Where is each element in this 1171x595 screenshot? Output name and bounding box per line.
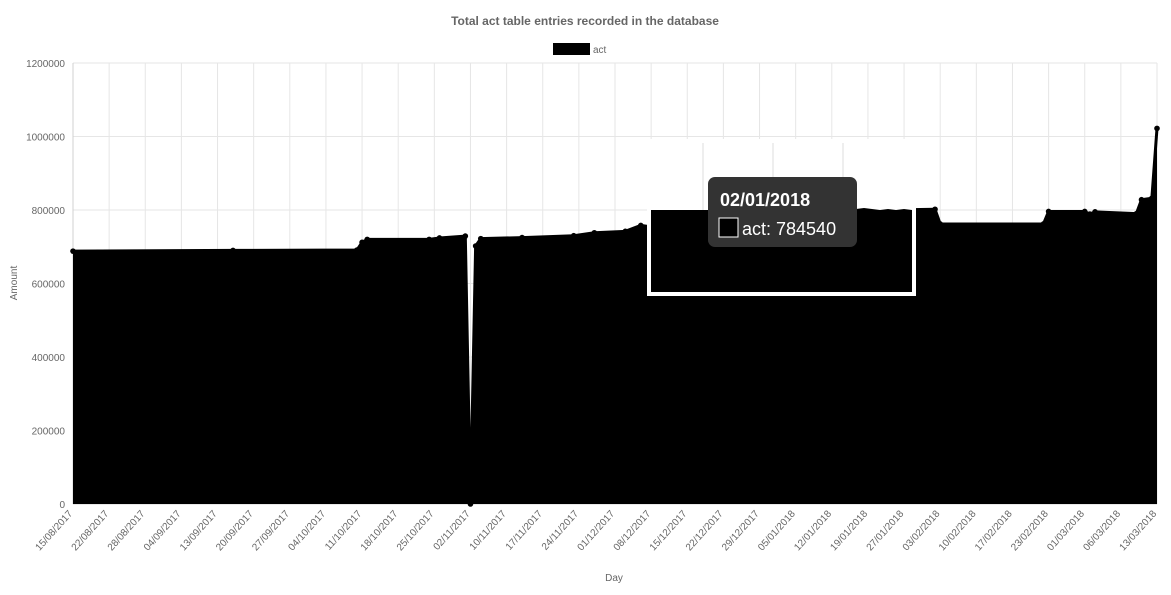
- data-point-3[interactable]: [359, 239, 365, 246]
- data-point-4[interactable]: [364, 236, 371, 243]
- data-point-7[interactable]: [462, 233, 469, 239]
- data-point-0[interactable]: [70, 248, 76, 254]
- tooltip-zoom-inset: 02/01/2018 act: 784540: [647, 139, 916, 296]
- data-point-31[interactable]: [1138, 196, 1145, 203]
- y-axis-title: Amount: [9, 266, 20, 301]
- data-point-9[interactable]: [472, 243, 479, 249]
- tooltip-date: 02/01/2018: [720, 190, 810, 210]
- tooltip-swatch: [718, 217, 739, 238]
- data-point-25[interactable]: [1040, 221, 1047, 227]
- y-tick-label-2: 400000: [32, 353, 66, 364]
- data-point-30[interactable]: [1133, 210, 1140, 217]
- data-point-6[interactable]: [436, 235, 443, 241]
- x-tick-label-11: 02/11/2017: [432, 508, 473, 552]
- x-tick-label-12: 10/11/2017: [468, 508, 509, 552]
- legend-label-act[interactable]: act: [593, 45, 607, 56]
- data-point-33[interactable]: [1154, 125, 1160, 132]
- data-point-8[interactable]: [467, 501, 474, 507]
- data-point-14[interactable]: [622, 228, 629, 235]
- tooltip-value: act: 784540: [742, 219, 836, 239]
- chart-title: Total act table entries recorded in the …: [451, 14, 719, 28]
- x-axis-title: Day: [605, 573, 623, 584]
- data-point-12[interactable]: [570, 232, 577, 239]
- legend[interactable]: act: [553, 43, 607, 56]
- x-tick-label-10: 25/10/2017: [395, 508, 437, 553]
- x-tick-label-13: 17/11/2017: [504, 508, 545, 552]
- legend-swatch-act[interactable]: [553, 43, 590, 55]
- x-tick-label-7: 04/10/2017: [286, 508, 328, 553]
- y-tick-label-3: 600000: [32, 280, 66, 291]
- data-point-24[interactable]: [937, 221, 943, 227]
- x-tick-label-30: 13/03/2018: [1118, 508, 1160, 553]
- y-axis-tick-labels: 0 200000 400000 600000 800000 1000000 1200000: [26, 59, 65, 511]
- y-tick-label-4: 800000: [32, 206, 66, 217]
- y-tick-label-0: 0: [59, 500, 65, 511]
- data-point-1[interactable]: [230, 247, 236, 254]
- data-point-32[interactable]: [1149, 195, 1155, 202]
- data-point-26[interactable]: [1045, 208, 1052, 215]
- y-tick-label-5: 1000000: [26, 133, 65, 144]
- y-tick-label-6: 1200000: [26, 59, 65, 70]
- y-tick-label-1: 200000: [32, 427, 66, 438]
- data-point-27[interactable]: [1081, 208, 1088, 215]
- data-point-15[interactable]: [638, 222, 644, 229]
- data-point-10[interactable]: [477, 235, 484, 242]
- data-point-29[interactable]: [1092, 209, 1098, 215]
- tooltip-box: [708, 177, 857, 247]
- data-point-5[interactable]: [426, 236, 432, 243]
- data-point-23[interactable]: [932, 206, 938, 213]
- data-point-11[interactable]: [519, 234, 525, 241]
- data-point-2[interactable]: [354, 247, 360, 253]
- data-point-13[interactable]: [591, 229, 598, 236]
- x-axis-tick-labels: 15/08/201722/08/201728/08/201704/09/2017…: [34, 508, 1160, 553]
- data-point-28[interactable]: [1087, 211, 1093, 217]
